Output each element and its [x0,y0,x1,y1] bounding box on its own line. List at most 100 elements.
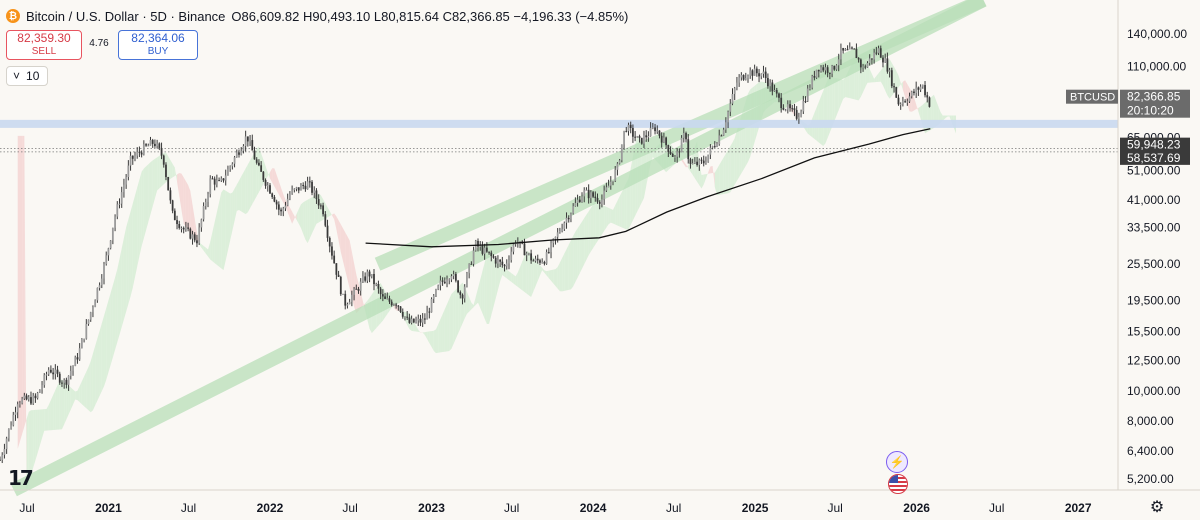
buy-button[interactable]: 82,364.06 BUY [118,30,198,60]
candle-body [12,414,15,426]
candle-body [687,139,690,160]
cloud-segment [19,135,23,442]
candle-body [605,187,608,191]
cloud-segment [57,380,60,430]
candle-body [831,65,833,74]
candle-body [536,258,539,261]
cloud-segment [152,158,155,207]
candle-body [656,130,659,132]
sell-label: SELL [31,46,57,57]
candle-body [855,48,858,59]
cloud-segment [190,190,193,236]
cloud-segment [838,78,841,111]
price-tick-label: 25,500.00 [1127,257,1181,271]
cloud-segment [300,202,304,234]
cloud-segment [714,168,718,196]
cloud-segment [424,331,428,340]
candle-body [651,127,654,129]
cloud-segment [900,81,903,90]
cloud-segment [139,171,142,257]
candle-body [472,250,475,264]
candle-body [364,276,367,281]
candle-body [627,124,630,132]
cloud-segment [134,187,138,278]
cloud-segment [123,227,127,320]
cloud-segment [90,353,93,413]
candle-body [901,101,904,104]
cloud-segment [404,311,408,325]
candle-body [74,357,77,367]
symbol-title[interactable]: Bitcoin / U.S. Dollar · 5D · Binance [26,8,226,24]
cloud-segment [179,172,182,210]
cloud-segment [393,304,397,311]
us-flag-icon[interactable] [888,474,908,494]
candle-body [357,288,360,291]
candle-body [678,151,681,153]
cloud-segment [276,174,279,195]
candle-body [804,101,807,103]
cloud-segment [239,176,242,212]
candle-body [271,193,274,197]
cloud-segment [243,168,246,215]
cloud-segment [905,80,908,105]
candle-body [539,260,541,263]
candle-body [583,190,586,197]
candle-body [397,305,400,307]
candle-body [643,135,645,144]
cloud-segment [508,271,512,282]
cloud-segment [502,266,505,277]
sell-button[interactable]: 82,359.30 SELL [6,30,82,60]
candle-body [154,143,156,147]
candle-body [840,48,842,60]
candle-body [304,185,307,190]
cloud-segment [630,156,633,225]
cloud-segment [223,189,226,271]
buy-label: BUY [147,46,169,57]
candle-body [260,165,263,172]
moving-average-layer [365,128,931,248]
candle-body [530,253,533,261]
cloud-segment [327,207,330,218]
cloud-segment [708,166,711,174]
cloud-segment [440,314,443,353]
lightning-badge-icon[interactable]: ⚡ [886,451,908,473]
candle-body [647,136,650,138]
candle-body [173,210,176,221]
candle-body [587,189,590,199]
candle-body [565,217,568,223]
cloud-segment [265,166,268,181]
level-band [0,119,1118,128]
cloud-segment [526,250,529,296]
cloud-segment [334,213,337,230]
indicator-toggle[interactable]: ˅ 10 [6,66,48,86]
time-tick-label: 2021 [95,501,122,515]
tradingview-logo[interactable]: 17 [8,466,34,490]
time-tick-label: 2024 [580,501,607,515]
candle-body [707,154,710,162]
candle-body [388,298,391,302]
candle-body [800,111,803,117]
candle-body [589,192,592,199]
candle-body [857,58,860,60]
candle-body [94,300,97,308]
cloud-segment [537,262,540,281]
cloud-segment [466,291,470,314]
cloud-segment [480,271,483,314]
candle-body [23,395,26,399]
cloud-segment [601,204,605,235]
price-axis: 140,000.00110,000.0085,000.0065,000.0051… [1117,0,1187,490]
gear-icon[interactable]: ⚙ [1149,499,1165,516]
candle-body [377,284,380,289]
cloud-segment [626,178,629,230]
cloud-segment [360,292,363,309]
price-tick-label: 19,500.00 [1127,293,1181,307]
cloud-segment [413,321,417,332]
candle-body [100,278,103,286]
close-value: 82,366.85 [451,8,510,24]
candle-body [842,48,845,51]
candle-body [705,161,707,164]
candle-body [581,196,583,202]
candle-body [98,285,101,289]
cloud-segment [916,104,919,112]
